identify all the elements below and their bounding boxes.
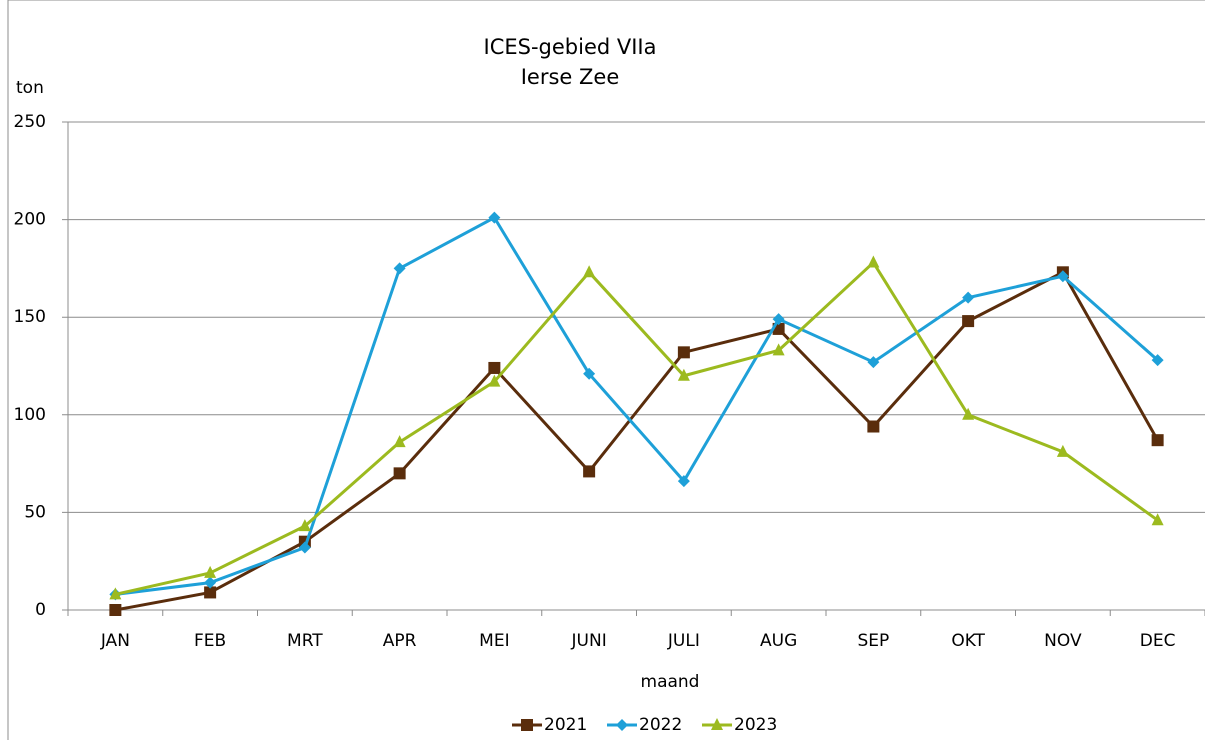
- marker: [711, 718, 723, 730]
- marker: [488, 361, 501, 374]
- marker: [109, 604, 122, 616]
- x-tick-label: SEP: [857, 631, 889, 651]
- marker: [867, 255, 880, 268]
- marker: [204, 576, 217, 589]
- marker: [109, 587, 122, 600]
- x-tick-label: DEC: [1140, 631, 1176, 651]
- x-tick-label: AUG: [760, 631, 797, 651]
- marker: [204, 565, 217, 578]
- y-tick-label: 0: [35, 600, 46, 620]
- series-line: [115, 215, 1159, 596]
- x-tick-label: MRT: [287, 631, 323, 651]
- y-tick-label: 100: [14, 405, 46, 425]
- marker: [962, 315, 975, 328]
- chart-frame: [7, 0, 1205, 740]
- marker: [521, 719, 533, 731]
- marker: [583, 265, 596, 278]
- marker: [1151, 354, 1164, 367]
- series-line: [115, 270, 1159, 612]
- x-tick-label: JULI: [667, 631, 700, 651]
- marker: [393, 435, 406, 448]
- x-tick-label: JAN: [100, 631, 130, 651]
- marker: [583, 367, 596, 380]
- x-tick-label: APR: [383, 631, 417, 651]
- y-tick-label: 150: [14, 307, 46, 327]
- marker: [1151, 434, 1164, 447]
- chart-subtitle: Ierse Zee: [521, 65, 620, 89]
- x-tick-label: MEI: [479, 631, 509, 651]
- marker: [298, 541, 311, 554]
- marker: [962, 291, 975, 304]
- legend-label: 2022: [639, 715, 682, 735]
- marker: [393, 467, 406, 480]
- marker: [298, 519, 311, 532]
- marker: [1056, 270, 1069, 283]
- marker: [393, 262, 406, 275]
- marker: [1056, 444, 1069, 457]
- marker: [867, 356, 880, 369]
- marker: [677, 475, 690, 488]
- chart-title: ICES-gebied VIIa: [484, 35, 657, 59]
- marker: [962, 407, 975, 420]
- marker: [583, 465, 596, 478]
- x-tick-label: NOV: [1044, 631, 1082, 651]
- x-axis-label: maand: [641, 672, 700, 692]
- series-line: [115, 260, 1159, 596]
- y-tick-label: 200: [14, 210, 46, 230]
- y-axis-label: ton: [16, 78, 44, 98]
- legend-label: 2021: [544, 715, 587, 735]
- marker: [867, 420, 880, 433]
- marker: [677, 346, 690, 359]
- marker: [488, 374, 501, 387]
- marker: [1151, 513, 1164, 526]
- y-tick-label: 50: [24, 502, 46, 522]
- marker: [677, 368, 690, 381]
- marker: [204, 586, 217, 599]
- marker: [772, 343, 785, 356]
- x-tick-label: OKT: [951, 631, 985, 651]
- marker: [616, 719, 628, 731]
- y-tick-label: 250: [14, 112, 46, 132]
- marker: [488, 211, 501, 224]
- legend-label: 2023: [734, 715, 777, 735]
- x-tick-label: FEB: [194, 631, 226, 651]
- marker: [772, 313, 785, 326]
- x-tick-label: JUNI: [571, 631, 607, 651]
